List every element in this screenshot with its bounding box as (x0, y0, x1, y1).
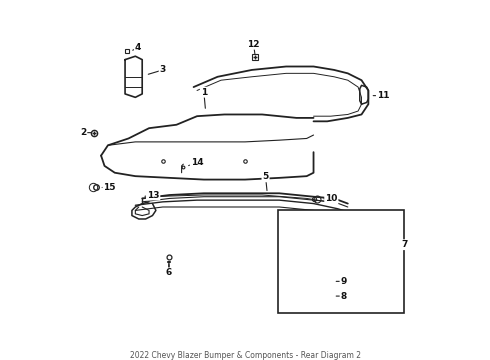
Text: 4: 4 (135, 43, 141, 52)
Text: 9: 9 (341, 277, 347, 286)
Text: 3: 3 (160, 66, 166, 75)
Text: 13: 13 (147, 190, 159, 199)
Text: 14: 14 (191, 158, 203, 167)
Text: 11: 11 (377, 91, 390, 100)
Text: 1: 1 (201, 88, 207, 97)
Text: 7: 7 (401, 240, 408, 249)
Text: 2: 2 (80, 128, 86, 137)
FancyBboxPatch shape (277, 211, 404, 313)
Text: 6: 6 (166, 268, 172, 277)
Text: 12: 12 (247, 40, 260, 49)
Text: 5: 5 (263, 172, 269, 181)
Text: 8: 8 (341, 292, 347, 301)
Text: 2022 Chevy Blazer Bumper & Components - Rear Diagram 2: 2022 Chevy Blazer Bumper & Components - … (129, 351, 361, 360)
Text: 10: 10 (325, 194, 338, 203)
Text: 15: 15 (103, 183, 116, 192)
